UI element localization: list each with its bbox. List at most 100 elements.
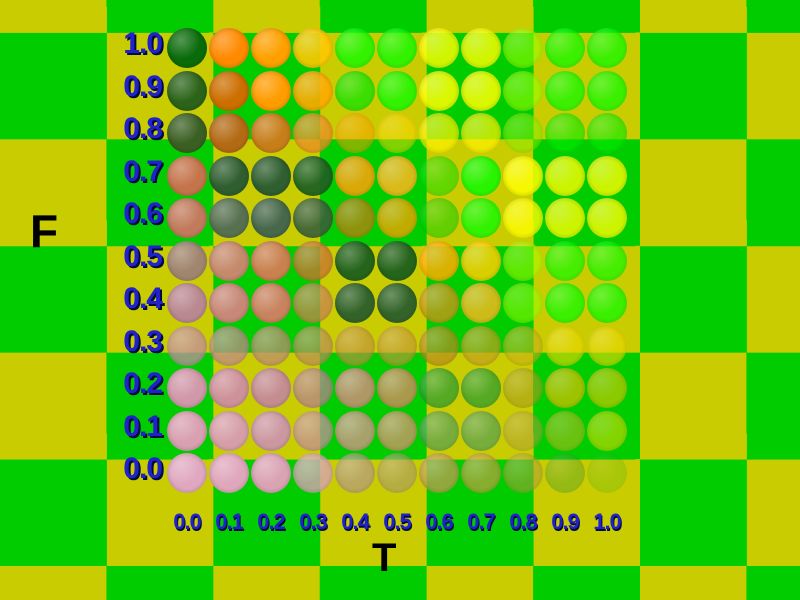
- dot: [251, 325, 291, 366]
- dot: [293, 70, 333, 111]
- dot: [167, 283, 207, 323]
- dot: [587, 70, 627, 111]
- dot: [209, 368, 249, 408]
- dot: [167, 70, 207, 111]
- dot: [209, 155, 249, 196]
- dot: [587, 453, 627, 493]
- dot: [587, 28, 627, 68]
- dot: [461, 198, 501, 238]
- dot: [251, 240, 291, 281]
- dot: [587, 368, 627, 408]
- dot: [167, 198, 207, 238]
- dot: [167, 240, 207, 281]
- dot: [209, 325, 249, 366]
- dot: [461, 28, 501, 68]
- x-tick-label: 0.1: [215, 509, 244, 534]
- dot: [377, 155, 417, 196]
- dot: [335, 240, 375, 281]
- dot: [209, 283, 249, 323]
- dot: [377, 70, 417, 111]
- dot: [587, 198, 627, 238]
- dot: [335, 70, 375, 111]
- dot: [167, 155, 207, 196]
- dot: [545, 155, 585, 196]
- y-axis-label: F: [30, 205, 59, 257]
- dot: [419, 325, 459, 366]
- x-tick-label: 0.4: [341, 509, 370, 534]
- dot: [377, 325, 417, 366]
- dot: [167, 113, 207, 153]
- dot: [251, 70, 291, 111]
- dot: [503, 113, 543, 153]
- dot: [167, 28, 207, 68]
- dot: [545, 113, 585, 153]
- dot: [419, 28, 459, 68]
- x-tick-label: 0.5: [383, 509, 412, 534]
- dot: [419, 113, 459, 153]
- y-tick-label: 0.9: [123, 69, 163, 103]
- dot: [461, 155, 501, 196]
- y-tick-label: 0.5: [123, 239, 163, 273]
- y-tick-label: 0.1: [123, 409, 163, 443]
- dot: [461, 368, 501, 408]
- dot: [377, 113, 417, 153]
- x-tick-label: 0.9: [551, 509, 580, 534]
- dot: [335, 325, 375, 366]
- y-tick-label: 0.7: [123, 154, 163, 188]
- x-tick-label: 0.3: [299, 509, 328, 534]
- dot: [587, 155, 627, 196]
- x-tick-label: 0.8: [509, 509, 538, 534]
- y-tick-label: 0.8: [123, 112, 163, 145]
- dot: [503, 453, 543, 493]
- dot: [209, 113, 249, 153]
- dot: [503, 198, 543, 238]
- dot: [503, 28, 543, 68]
- dot: [461, 113, 501, 153]
- dot: [419, 198, 459, 238]
- dot: [377, 368, 417, 408]
- dot: [251, 155, 291, 196]
- dot: [461, 410, 501, 451]
- dot: [587, 240, 627, 281]
- dot: [293, 198, 333, 238]
- dot: [545, 368, 585, 408]
- dot: [503, 283, 543, 323]
- dot: [335, 155, 375, 196]
- dot: [251, 368, 291, 408]
- dot: [167, 410, 207, 451]
- dot: [545, 240, 585, 281]
- y-tick-label: 0.3: [123, 324, 163, 358]
- dot: [503, 325, 543, 366]
- dot: [587, 410, 627, 451]
- dot: [461, 240, 501, 281]
- dot: [461, 283, 501, 323]
- dot: [587, 325, 627, 366]
- dot: [293, 325, 333, 366]
- dot: [335, 453, 375, 493]
- dot: [587, 283, 627, 323]
- dot: [419, 70, 459, 111]
- dot: [209, 240, 249, 281]
- dot: [545, 283, 585, 323]
- dot: [293, 28, 333, 68]
- dot: [335, 198, 375, 238]
- dot: [461, 70, 501, 111]
- dot: [293, 368, 333, 408]
- dot: [377, 198, 417, 238]
- dot: [335, 28, 375, 68]
- dot: [251, 113, 291, 153]
- dot: [335, 368, 375, 408]
- x-tick-label: 0.0: [173, 509, 202, 534]
- dot: [335, 113, 375, 153]
- dot: [419, 283, 459, 323]
- dot: [461, 325, 501, 366]
- x-tick-label: 0.2: [257, 509, 286, 534]
- x-tick-label: 1.0: [593, 509, 622, 534]
- dot: [335, 283, 375, 323]
- x-axis-label: T: [372, 536, 397, 580]
- x-tick-label: 0.7: [467, 509, 496, 534]
- dot: [293, 410, 333, 451]
- dot: [419, 155, 459, 196]
- dot: [419, 410, 459, 451]
